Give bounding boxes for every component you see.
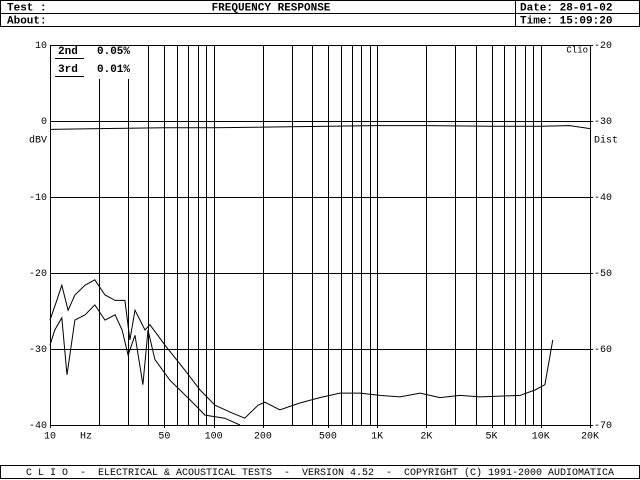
legend-value: 0.01% xyxy=(97,64,130,76)
y2-tick-label: -20 xyxy=(594,41,612,52)
y2-tick-label: -40 xyxy=(594,193,612,204)
y2-tick-label: -70 xyxy=(594,421,612,432)
test-label: Test : xyxy=(7,2,47,14)
legend-name: 3rd xyxy=(58,64,78,76)
y-tick-label: 0 xyxy=(41,117,47,128)
y-tick-label: 10 xyxy=(35,41,47,52)
y2-tick-label: -60 xyxy=(594,345,612,356)
y2-tick-label: -50 xyxy=(594,269,612,280)
series-line xyxy=(49,125,591,130)
y-tick-label: -30 xyxy=(29,345,47,356)
x-tick-label: 200 xyxy=(254,432,272,443)
y2-tick-label: -30 xyxy=(594,117,612,128)
x-tick-label: 500 xyxy=(319,432,337,443)
x-tick-label: 10 xyxy=(44,432,56,443)
series-line xyxy=(49,279,554,419)
y-tick-label: -40 xyxy=(29,421,47,432)
watermark: Clio xyxy=(566,45,588,55)
y-tick-label: -20 xyxy=(29,269,47,280)
plot-frame xyxy=(50,45,591,426)
time: Time: 15:09:20 xyxy=(520,15,612,27)
legend-box xyxy=(53,46,141,79)
about-label: About: xyxy=(7,15,47,27)
y-axis-label: dBV xyxy=(29,135,47,147)
x-tick-label: 20K xyxy=(581,432,599,443)
x-axis-label: Hz xyxy=(80,432,92,443)
x-tick-label: 1K xyxy=(371,432,383,443)
x-tick-label: 50 xyxy=(158,432,170,443)
x-tick-label: 100 xyxy=(205,432,223,443)
y-tick-label: -10 xyxy=(29,193,47,204)
x-tick-label: 10K xyxy=(532,432,550,443)
chart-title: FREQUENCY RESPONSE xyxy=(212,2,331,14)
legend-name: 2nd xyxy=(58,46,78,58)
y2-axis-label: Dist xyxy=(594,135,618,147)
date: Date: 28-01-02 xyxy=(520,2,612,14)
x-tick-label: 5K xyxy=(486,432,498,443)
x-tick-label: 2K xyxy=(420,432,432,443)
legend-value: 0.05% xyxy=(97,46,130,58)
series-line xyxy=(49,304,241,426)
footer: C L I O - ELECTRICAL & ACOUSTICAL TESTS … xyxy=(26,467,614,479)
